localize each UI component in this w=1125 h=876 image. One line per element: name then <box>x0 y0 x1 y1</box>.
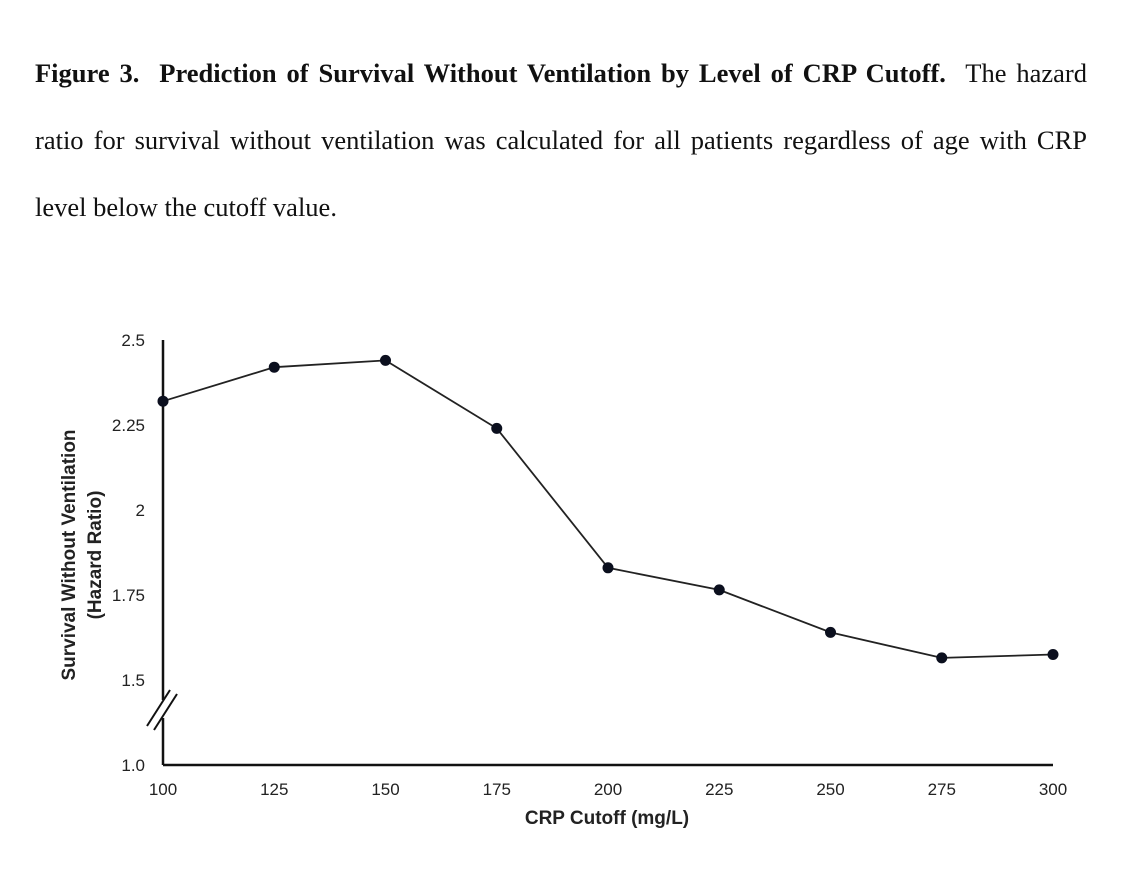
figure-caption: Figure 3. Prediction of Survival Without… <box>35 40 1087 241</box>
y-tick-label: 2.5 <box>121 331 145 350</box>
data-point <box>491 422 503 434</box>
y-tick-labels: 2.5 2.25 2 1.75 1.5 1.0 <box>112 331 145 775</box>
data-point <box>825 626 836 638</box>
series-group <box>157 354 1059 664</box>
data-point <box>713 584 725 596</box>
x-tick-label: 150 <box>371 780 399 799</box>
x-tick-label: 250 <box>816 780 844 799</box>
y-tick-label: 1.0 <box>121 756 145 775</box>
x-tick-label: 225 <box>705 780 733 799</box>
data-point <box>1047 649 1059 660</box>
x-tick-label: 200 <box>594 780 622 799</box>
data-point <box>380 354 391 366</box>
y-tick-label: 2 <box>136 501 145 520</box>
axis-break-mark <box>153 693 178 731</box>
y-tick-label: 1.75 <box>112 586 145 605</box>
data-point <box>157 395 169 407</box>
x-tick-labels: 100 125 150 175 200 225 250 275 300 <box>149 780 1067 799</box>
x-tick-label: 300 <box>1039 780 1067 799</box>
figure-label: Figure 3. <box>35 58 140 88</box>
data-point <box>602 562 614 574</box>
y-tick-label: 1.5 <box>121 671 145 690</box>
x-axis-title: CRP Cutoff (mg/L) <box>525 808 689 829</box>
data-point <box>936 652 948 664</box>
y-tick-label: 2.25 <box>112 416 145 435</box>
x-tick-label: 100 <box>149 780 177 799</box>
series-line <box>162 359 1054 659</box>
x-tick-label: 275 <box>928 780 956 799</box>
data-point <box>268 361 280 373</box>
chart-axes <box>146 340 1053 767</box>
axis-break-mark <box>146 689 171 727</box>
y-axis-title: Survival Without Ventilation <box>59 429 80 680</box>
x-tick-label: 175 <box>483 780 511 799</box>
x-tick-label: 125 <box>260 780 288 799</box>
figure-description: The hazard ratio for survival without ve… <box>35 58 1088 222</box>
figure-title: Prediction of Survival Without Ventilati… <box>159 58 946 88</box>
y-axis-subtitle: (Hazard Ratio) <box>85 491 106 620</box>
